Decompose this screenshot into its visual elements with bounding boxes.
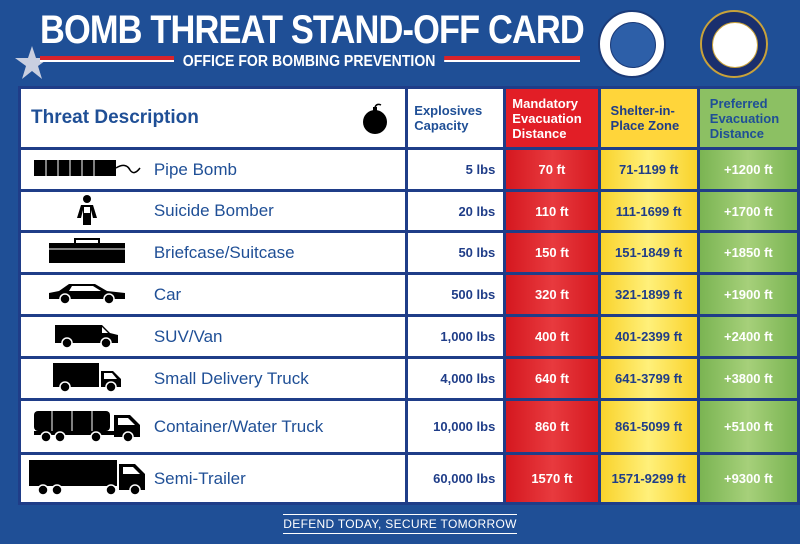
table-row: Pipe Bomb 5 lbs 70 ft 71-1199 ft +1200 f… (17, 147, 800, 192)
pipe-bomb-icon (34, 160, 142, 176)
mandatory-distance: 70 ft (503, 147, 601, 192)
page-subtitle: OFFICE FOR BOMBING PREVENTION (174, 53, 445, 71)
table-row: Semi-Trailer 60,000 lbs 1570 ft 1571-929… (17, 452, 800, 505)
table-row: Container/Water Truck 10,000 lbs 860 ft … (17, 398, 800, 455)
table-row: Car 500 lbs 320 ft 321-1899 ft +1900 ft (17, 272, 800, 317)
delivery-truck-icon (53, 363, 122, 393)
star-logo-icon (15, 46, 49, 79)
preferred-distance: +2400 ft (696, 314, 800, 359)
header-threat-description: Threat Description (17, 86, 409, 150)
explosives-capacity: 4,000 lbs (405, 356, 507, 401)
briefcase-icon (49, 238, 126, 263)
header-preferred-evacuation: Preferred Evacuation Distance (696, 86, 800, 150)
mandatory-distance: 400 ft (503, 314, 601, 359)
row-icon-cell (17, 398, 154, 455)
explosives-capacity: 60,000 lbs (405, 452, 507, 505)
header-shelter-in-place: Shelter-in-Place Zone (597, 86, 700, 150)
shelter-zone: 111-1699 ft (597, 189, 700, 233)
table-row: SUV/Van 1,000 lbs 400 ft 401-2399 ft +24… (17, 314, 800, 359)
shelter-zone: 1571-9299 ft (597, 452, 700, 505)
tanker-truck-icon (34, 411, 141, 443)
explosives-capacity: 5 lbs (405, 147, 507, 192)
mandatory-distance: 860 ft (503, 398, 601, 455)
shelter-zone: 71-1199 ft (597, 147, 700, 192)
threat-name: Suicide Bomber (153, 189, 409, 233)
shelter-zone: 861-5099 ft (597, 398, 700, 455)
row-icon-cell (17, 452, 154, 505)
shelter-zone: 151-1849 ft (597, 230, 700, 275)
preferred-distance: +1900 ft (696, 272, 800, 317)
page-title: BOMB THREAT STAND-OFF CARD (40, 8, 585, 52)
threat-name: Container/Water Truck (153, 398, 409, 455)
explosives-capacity: 20 lbs (405, 189, 507, 233)
preferred-distance: +1200 ft (696, 147, 800, 192)
shelter-zone: 641-3799 ft (597, 356, 700, 401)
semi-trailer-icon (29, 460, 146, 496)
mandatory-distance: 320 ft (503, 272, 601, 317)
row-icon-cell (17, 356, 154, 401)
preferred-distance: +1850 ft (696, 230, 800, 275)
threat-name: Small Delivery Truck (153, 356, 409, 401)
fbi-seal-icon (700, 10, 768, 78)
header-mandatory-evacuation: Mandatory Evacuation Distance (503, 86, 601, 150)
mandatory-distance: 150 ft (503, 230, 601, 275)
table-header-row: Threat Description Explosives Capacity M… (17, 86, 800, 150)
threat-name: Car (153, 272, 409, 317)
preferred-distance: +5100 ft (696, 398, 800, 455)
bomb-icon (363, 103, 388, 134)
table-row: Briefcase/Suitcase 50 lbs 150 ft 151-184… (17, 230, 800, 275)
threat-name: Pipe Bomb (153, 147, 409, 192)
van-icon (55, 325, 119, 349)
preferred-distance: +1700 ft (696, 189, 800, 233)
mandatory-distance: 1570 ft (503, 452, 601, 505)
shelter-zone: 401-2399 ft (597, 314, 700, 359)
row-icon-cell (17, 230, 154, 275)
suicide-bomber-icon (77, 194, 98, 225)
car-icon (49, 284, 126, 305)
table-row: Suicide Bomber 20 lbs 110 ft 111-1699 ft… (17, 189, 800, 233)
shelter-zone: 321-1899 ft (597, 272, 700, 317)
explosives-capacity: 1,000 lbs (405, 314, 507, 359)
header-label: Threat Description (31, 107, 199, 128)
mandatory-distance: 110 ft (503, 189, 601, 233)
explosives-capacity: 10,000 lbs (405, 398, 507, 455)
footer-tagline: DEFEND TODAY, SECURE TOMORROW (283, 514, 517, 534)
threat-name: Semi-Trailer (153, 452, 409, 505)
threat-name: SUV/Van (153, 314, 409, 359)
preferred-distance: +3800 ft (696, 356, 800, 401)
explosives-capacity: 500 lbs (405, 272, 507, 317)
explosives-capacity: 50 lbs (405, 230, 507, 275)
row-icon-cell (17, 314, 154, 359)
preferred-distance: +9300 ft (696, 452, 800, 505)
dhs-seal-icon (598, 10, 666, 78)
row-icon-cell (17, 147, 154, 192)
mandatory-distance: 640 ft (503, 356, 601, 401)
row-icon-cell (17, 189, 154, 233)
header-explosives-capacity: Explosives Capacity (405, 86, 507, 150)
standoff-table: Threat Description Explosives Capacity M… (17, 86, 800, 505)
threat-name: Briefcase/Suitcase (153, 230, 409, 275)
table-row: Small Delivery Truck 4,000 lbs 640 ft 64… (17, 356, 800, 401)
row-icon-cell (17, 272, 154, 317)
